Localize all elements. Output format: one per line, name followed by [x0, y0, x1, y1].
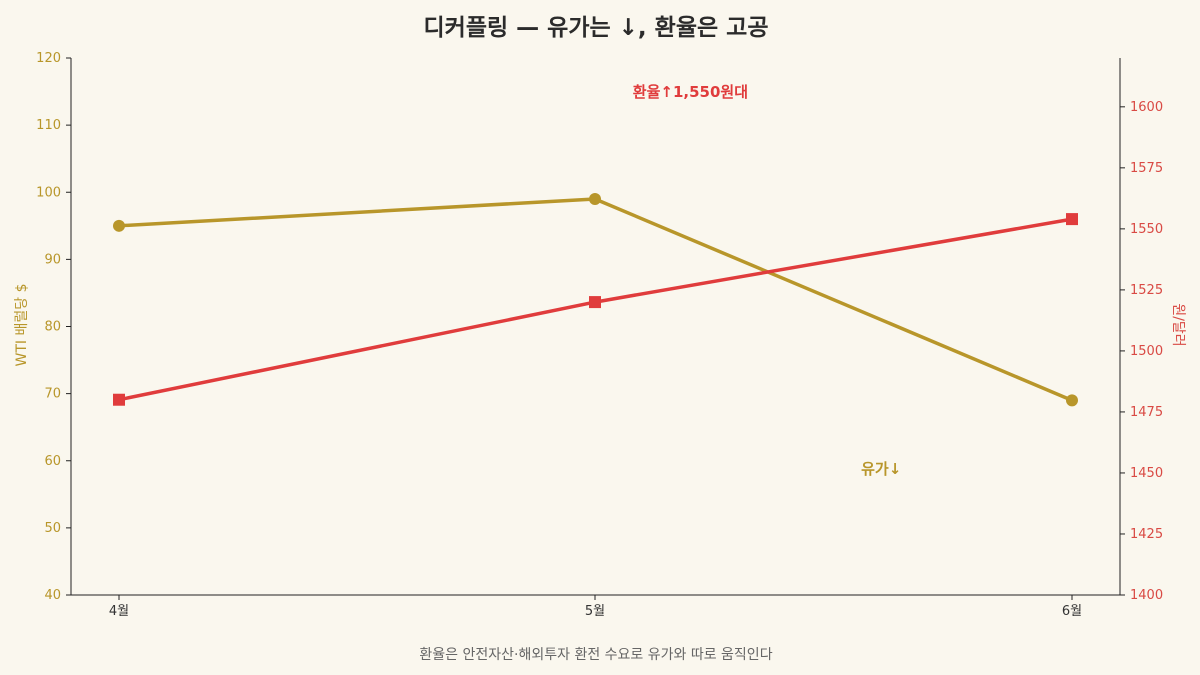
y-right-tick-label: 1525	[1130, 283, 1163, 298]
y-right-tick-label: 1575	[1130, 161, 1163, 176]
y-left-tick-label: 70	[44, 387, 61, 402]
annotation-2: 유가↓	[861, 460, 901, 478]
y-left-tick-label: 120	[36, 51, 61, 66]
x-tick-label: 5월	[585, 604, 605, 619]
y-right-tick-label: 1475	[1130, 405, 1163, 420]
data-point-circle	[589, 192, 601, 205]
y-left-tick-label: 60	[44, 454, 61, 469]
data-point-circle	[1066, 394, 1078, 407]
y-left-tick-label: 100	[36, 185, 61, 200]
y-right-tick-label: 1450	[1130, 466, 1163, 481]
y-left-tick-label: 110	[36, 118, 61, 133]
data-point-square	[589, 296, 601, 309]
y-left-tick-label: 90	[44, 252, 61, 267]
y-left-tick-label: 40	[44, 588, 61, 603]
axes	[70, 58, 1121, 596]
x-tick-label: 4월	[109, 604, 129, 619]
y-axis-label-right: 원/달러	[1170, 303, 1186, 346]
series-layer	[113, 192, 1078, 407]
data-point-circle	[113, 219, 125, 232]
annotation-1: 환율↑1,550원대	[633, 83, 748, 101]
y-left-tick-label: 80	[44, 320, 61, 335]
tick-labels: 40 50 60 70 80 90 100 110 120 1400 1425 1450 1475 150…	[36, 51, 1163, 619]
y-left-tick-label: 50	[44, 521, 61, 536]
series-line-2	[117, 217, 1074, 402]
data-point-square	[1066, 213, 1078, 226]
y-axis-label-left: WTI 배럴당 $	[14, 284, 30, 367]
y-right-tick-label: 1600	[1130, 100, 1163, 115]
y-right-tick-label: 1425	[1130, 527, 1163, 542]
y-right-tick-label: 1400	[1130, 588, 1163, 603]
chart-title: 디커플링 — 유가는 ↓, 환율은 고공	[424, 15, 769, 41]
y-right-tick-label: 1500	[1130, 344, 1163, 359]
y-right-tick-label: 1550	[1130, 222, 1163, 237]
footnote: 환율은 안전자산·해외투자 환전 수요로 유가와 따로 움직인다	[419, 647, 772, 663]
x-tick-label: 6월	[1062, 604, 1082, 619]
data-point-square	[113, 393, 125, 406]
